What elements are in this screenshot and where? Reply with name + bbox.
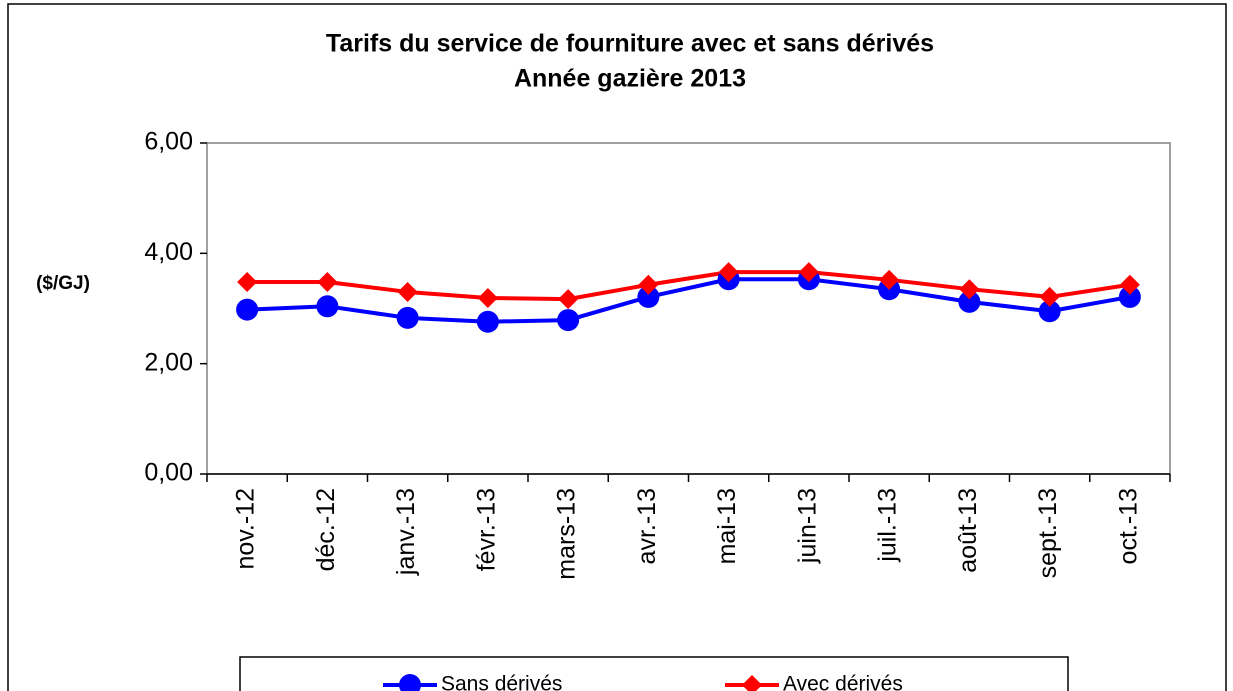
legend-marker bbox=[399, 674, 421, 691]
point bbox=[477, 288, 498, 309]
point bbox=[236, 298, 259, 321]
chart-frame bbox=[7, 3, 1227, 691]
point bbox=[317, 272, 338, 293]
point bbox=[558, 289, 579, 310]
x-tick-label: sept.-13 bbox=[1034, 488, 1062, 578]
series-line bbox=[247, 270, 1131, 302]
point bbox=[798, 262, 819, 283]
x-tick-label: juil.-13 bbox=[874, 488, 902, 563]
point bbox=[316, 295, 339, 318]
point bbox=[237, 272, 258, 293]
series-line bbox=[247, 277, 1131, 324]
point bbox=[396, 306, 419, 329]
y-tick-label: 4,00 bbox=[144, 238, 193, 266]
y-tick-label: 2,00 bbox=[144, 348, 193, 376]
point bbox=[959, 279, 980, 300]
legend-label: Avec dérivés bbox=[783, 673, 903, 691]
chart-title: Tarifs du service de fourniture avec et … bbox=[326, 30, 934, 58]
legend-marker bbox=[742, 675, 762, 691]
x-tick-label: août-13 bbox=[954, 488, 982, 573]
point bbox=[476, 310, 499, 333]
x-tick-label: avr.-13 bbox=[633, 488, 661, 564]
legend-label: Sans dérivés bbox=[441, 673, 562, 691]
point bbox=[638, 274, 659, 295]
point bbox=[1039, 286, 1060, 307]
legend-box bbox=[239, 656, 1069, 691]
point bbox=[557, 309, 580, 332]
y-tick-label: 6,00 bbox=[144, 128, 193, 156]
point bbox=[1118, 285, 1141, 308]
x-tick-label: oct.-13 bbox=[1114, 488, 1142, 564]
point bbox=[637, 285, 660, 308]
y-axis-label: ($/GJ) bbox=[36, 273, 90, 294]
x-tick-label: mars-13 bbox=[553, 488, 581, 580]
point bbox=[397, 281, 418, 302]
point bbox=[718, 262, 739, 283]
point bbox=[879, 269, 900, 290]
point bbox=[958, 290, 981, 313]
point bbox=[1119, 274, 1140, 295]
chart-subtitle: Année gazière 2013 bbox=[514, 65, 746, 93]
x-tick-label: févr.-13 bbox=[472, 488, 500, 571]
x-tick-label: juin-13 bbox=[793, 488, 821, 564]
x-tick-label: nov.-12 bbox=[232, 488, 260, 570]
x-tick-label: déc.-12 bbox=[312, 488, 340, 571]
y-tick-label: 0,00 bbox=[144, 459, 193, 487]
point bbox=[1038, 300, 1061, 323]
x-tick-label: janv.-13 bbox=[392, 488, 420, 576]
x-tick-label: mai-13 bbox=[713, 488, 741, 564]
